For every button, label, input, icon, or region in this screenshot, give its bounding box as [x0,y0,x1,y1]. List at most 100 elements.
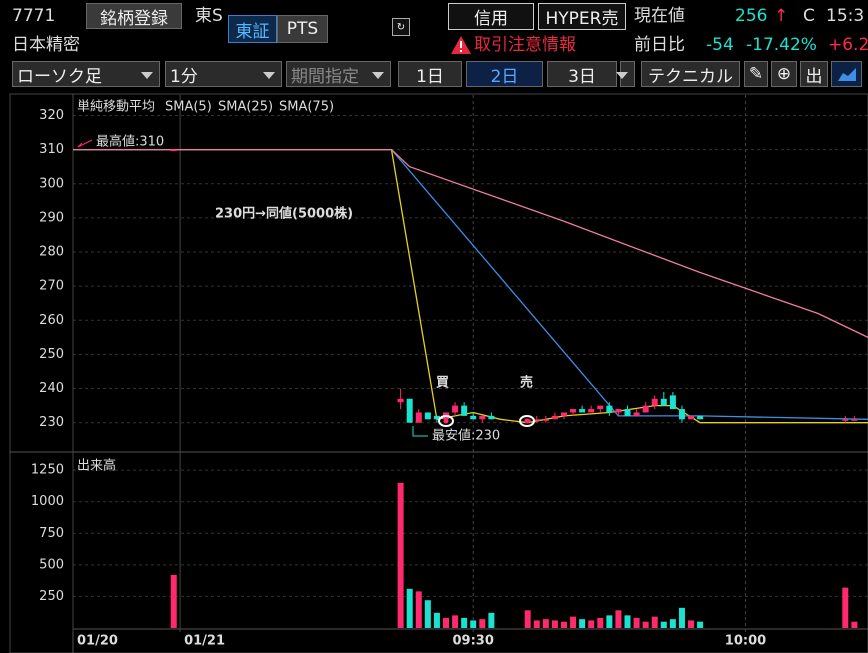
candle-body [697,415,704,420]
candle-body [606,405,613,413]
change-label: 前日比 [634,35,685,55]
y-tick-label: 300 [39,176,64,191]
candle-body [842,419,849,421]
stock-name: 日本精密 [12,35,80,55]
y-tick-label: 750 [39,526,64,541]
chart-icon-glyph [837,68,856,81]
volume-bar [533,620,540,628]
volume-bar [842,587,849,628]
volume-bar [452,615,459,628]
volume-bar [570,616,577,628]
candle-body [406,398,413,423]
candle-body [452,405,459,413]
candle-body [551,415,558,420]
tab-tse[interactable]: 東証 [228,15,277,43]
range-1d[interactable]: 1日 [398,61,462,87]
candle-body [615,409,622,413]
hyper-button[interactable]: HYPER売 [538,3,626,30]
credit-button[interactable]: 信用 [448,3,534,30]
volume-bar [415,591,422,628]
range-3d[interactable]: 3日 [547,61,617,87]
legend-entry: SMA(5) [165,100,212,115]
candle-body [461,405,468,416]
legend-entry: SMA(75) [279,100,334,115]
volume-bar [697,621,704,628]
candle-body [533,419,540,421]
volume-bar [615,610,622,628]
legend-entry: SMA(25) [218,100,273,115]
refresh-icon[interactable]: ↻ [392,18,410,36]
candle-body [624,409,631,416]
volume-bar [678,607,685,628]
volume-toggle[interactable]: 出 [800,61,828,87]
volume-bar [433,612,440,628]
candle-body [633,412,640,416]
candle-body [851,419,858,421]
candle-body [678,409,685,420]
annotation: 230円→同値(5000株) [215,206,353,222]
y-tick-label: 500 [39,557,64,572]
volume-bar [651,616,658,628]
annotation-arrow [412,426,428,437]
candle-body [560,412,567,416]
volume-bar [588,620,595,628]
volume-bar [851,621,858,628]
sma-line [73,148,868,420]
legend-title: 単純移動平均 [77,99,155,115]
candle-body [424,412,431,420]
technical-button[interactable]: テクニカル [641,61,740,87]
price-time: 15:3 [826,6,865,26]
chart-type-dropdown[interactable]: ローソク足 [12,61,160,87]
trade-marker [519,415,535,427]
price-label: 現在値 [634,6,685,26]
volume-bar [597,617,604,628]
volume-bar [669,619,676,628]
volume-bar [524,610,531,628]
volume-bar [406,588,413,628]
chart-frame [9,93,868,653]
candle-body [479,415,486,420]
trade-marker [438,415,454,427]
volume-bar [397,482,404,628]
warning-link[interactable]: 取引注意情報 [474,35,576,55]
draw-icon[interactable]: ✎ [744,61,768,87]
price-flag: C [803,6,815,26]
y-tick-label: 260 [39,313,64,328]
candle-body [433,415,440,420]
range-more[interactable] [616,61,635,87]
chart-icon[interactable] [831,61,862,87]
interval-dropdown[interactable]: 1分 [165,61,282,87]
candle-body [579,409,586,413]
x-tick-label: 09:30 [453,634,494,649]
tab-pts[interactable]: PTS [277,15,328,43]
range-2d[interactable]: 2日 [466,61,543,87]
trade-marker-dot [443,418,449,424]
volume-bar [170,574,177,628]
candle-body [542,419,549,421]
candle-body [415,412,422,423]
annotation: 買 [436,376,449,391]
market: 東S [195,6,223,26]
period-dropdown[interactable]: 期間指定 [286,61,391,87]
annotation: 最安値:230 [432,428,500,444]
candle-body [470,415,477,420]
zoom-icon[interactable]: ⊕ [771,61,797,87]
volume-bar [633,617,640,628]
x-tick-label: 10:00 [725,634,766,649]
y-tick-label: 1000 [31,494,64,509]
volume-bar [660,621,667,628]
volume-bar [488,612,495,628]
y-tick-label: 320 [39,108,64,123]
volume-bar [642,621,649,628]
y-tick-label: 1250 [31,463,64,478]
y-tick-label: 250 [39,347,64,362]
candle-body [651,398,658,406]
price: 256 [735,6,768,26]
volume-bar [551,620,558,628]
warning-icon [451,36,471,54]
volume-bar [461,617,468,628]
register-button[interactable]: 銘柄登録 [86,3,182,29]
volume-bar [560,621,567,628]
